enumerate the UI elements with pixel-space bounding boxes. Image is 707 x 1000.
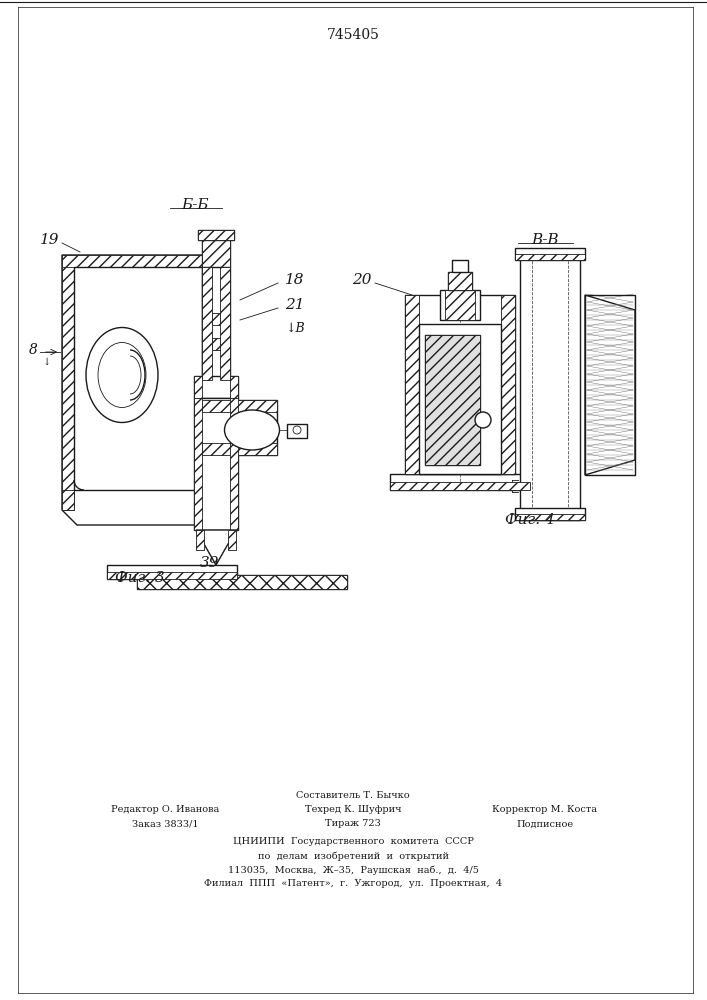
Bar — [107, 572, 237, 579]
Text: 113035,  Москва,  Ж–35,  Раушская  наб.,  д.  4/5: 113035, Москва, Ж–35, Раушская наб., д. … — [228, 865, 479, 875]
Bar — [425, 335, 480, 465]
Bar — [230, 376, 238, 398]
Text: Техред К. Шуфрич: Техред К. Шуфрич — [305, 806, 402, 814]
Bar — [202, 400, 277, 412]
Bar — [515, 248, 585, 260]
Bar — [202, 267, 230, 380]
Bar — [501, 295, 515, 474]
Text: Фиг. 3: Фиг. 3 — [115, 571, 165, 585]
Bar — [585, 295, 635, 475]
Circle shape — [293, 426, 301, 434]
Text: 19: 19 — [40, 233, 60, 247]
Bar — [515, 514, 585, 520]
Text: Подписное: Подписное — [516, 820, 573, 828]
Bar — [520, 255, 580, 520]
Text: 20: 20 — [352, 273, 372, 287]
Bar — [448, 272, 472, 290]
Bar — [107, 565, 237, 579]
Bar — [452, 260, 468, 272]
Bar — [419, 324, 501, 474]
Bar — [137, 575, 347, 589]
Bar — [212, 313, 220, 325]
Bar — [196, 530, 204, 550]
Bar — [202, 240, 230, 267]
Bar — [198, 230, 234, 240]
Bar — [425, 335, 480, 465]
Ellipse shape — [225, 410, 279, 450]
Bar — [202, 443, 277, 455]
Text: 745405: 745405 — [327, 28, 380, 42]
Bar — [194, 398, 238, 530]
Text: Составитель Т. Бычко: Составитель Т. Бычко — [296, 792, 410, 800]
Bar — [405, 295, 419, 474]
Bar — [194, 376, 202, 398]
Bar — [445, 290, 475, 320]
Bar — [194, 376, 238, 398]
Bar — [137, 575, 347, 589]
Text: Б-Б: Б-Б — [181, 198, 209, 212]
Circle shape — [475, 412, 491, 428]
Bar — [287, 424, 307, 438]
Bar — [390, 482, 530, 490]
Polygon shape — [62, 255, 207, 525]
Bar — [448, 272, 472, 290]
Text: Редактор О. Иванова: Редактор О. Иванова — [111, 806, 219, 814]
Bar — [405, 295, 515, 474]
Bar — [515, 508, 585, 520]
Ellipse shape — [98, 342, 146, 408]
Text: Тираж 723: Тираж 723 — [325, 820, 381, 828]
Bar — [202, 400, 277, 455]
Polygon shape — [196, 530, 236, 565]
Bar — [440, 290, 480, 320]
Bar — [515, 254, 585, 260]
Bar — [228, 530, 236, 550]
Text: Филиал  ППП  «Патент»,  г.  Ужгород,  ул.  Проектная,  4: Филиал ППП «Патент», г. Ужгород, ул. Про… — [204, 880, 502, 888]
Text: 8: 8 — [28, 343, 37, 357]
Bar — [62, 490, 74, 510]
Text: 18: 18 — [285, 273, 305, 287]
Text: Заказ 3833/1: Заказ 3833/1 — [132, 820, 198, 828]
Ellipse shape — [86, 328, 158, 422]
Text: Корректор М. Коста: Корректор М. Коста — [493, 806, 597, 814]
Bar — [62, 255, 207, 267]
Bar — [390, 474, 530, 490]
Bar — [202, 267, 212, 380]
Bar — [212, 338, 220, 350]
Text: Фиг. 4: Фиг. 4 — [505, 513, 555, 527]
Text: ЦНИИПИ  Государственного  комитета  СССР: ЦНИИПИ Государственного комитета СССР — [233, 838, 474, 846]
Text: ↓: ↓ — [43, 358, 51, 366]
Bar — [220, 267, 230, 380]
Text: 39: 39 — [200, 556, 220, 570]
Bar — [74, 267, 202, 490]
Bar — [202, 240, 230, 267]
Bar — [230, 398, 238, 530]
Text: ↓В: ↓В — [285, 322, 305, 334]
Bar — [62, 255, 74, 510]
Text: по  делам  изобретений  и  открытий: по делам изобретений и открытий — [257, 851, 448, 861]
Text: В-В: В-В — [531, 233, 559, 247]
Bar — [194, 398, 202, 530]
Polygon shape — [585, 295, 635, 475]
Bar — [198, 230, 234, 240]
Text: 21: 21 — [285, 298, 305, 312]
